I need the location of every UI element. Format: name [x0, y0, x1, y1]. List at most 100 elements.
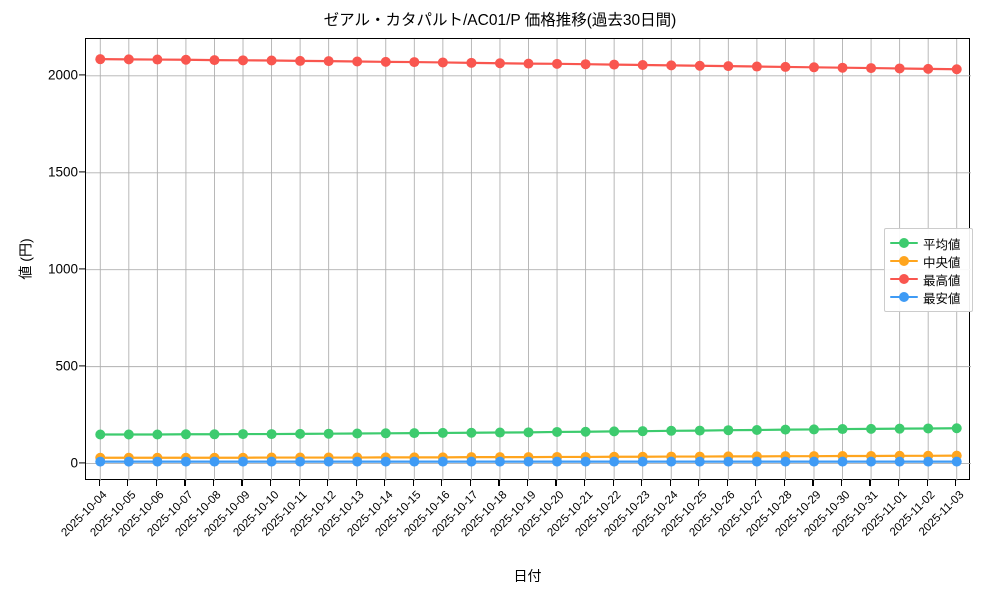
y-tick-mark: [79, 74, 85, 76]
data-point: [923, 423, 934, 434]
data-point: [437, 427, 448, 438]
data-point: [523, 58, 534, 69]
x-tick-mark: [840, 480, 843, 486]
legend-label: 平均値: [923, 237, 961, 252]
data-point: [780, 61, 791, 72]
x-tick-mark: [726, 480, 728, 486]
data-point: [637, 59, 648, 70]
data-point: [694, 60, 705, 71]
data-point: [552, 456, 563, 467]
data-point: [808, 456, 819, 467]
data-point: [837, 456, 848, 467]
data-point: [837, 62, 848, 73]
data-point: [95, 456, 106, 467]
data-point: [523, 456, 534, 467]
data-point: [152, 54, 163, 65]
x-axis-label: 日付: [513, 568, 542, 584]
data-point: [552, 58, 563, 69]
data-point: [323, 456, 334, 467]
data-point: [466, 427, 477, 438]
x-tick-mark: [155, 480, 157, 486]
data-point: [380, 56, 391, 67]
data-point: [666, 425, 677, 436]
x-tick-mark: [127, 480, 129, 486]
series-平均値: [95, 423, 962, 440]
legend-label: 最高値: [923, 273, 961, 288]
data-point: [209, 55, 220, 66]
data-point: [951, 456, 962, 467]
x-tick-mark: [241, 480, 243, 486]
x-tick-mark: [355, 480, 357, 486]
data-point: [894, 456, 905, 467]
x-tick-mark: [555, 480, 557, 486]
data-point: [580, 456, 591, 467]
x-tick-mark: [698, 480, 700, 486]
x-axis-ticks: 2025-10-04 2025-10-05 2025-10-06 2025-10-07…: [60, 480, 970, 590]
data-point: [238, 429, 249, 440]
data-point: [209, 456, 220, 467]
data-point: [609, 426, 620, 437]
x-tick-mark: [212, 480, 215, 486]
data-point: [266, 429, 277, 440]
data-point: [523, 427, 534, 438]
data-point: [266, 456, 277, 467]
data-point: [666, 456, 677, 467]
x-tick-mark: [498, 480, 500, 486]
data-point: [637, 456, 648, 467]
x-tick-mark: [384, 480, 386, 486]
x-tick-mark: [98, 480, 100, 486]
plot-canvas: [86, 39, 971, 481]
data-point: [723, 425, 734, 436]
data-point: [637, 426, 648, 437]
legend-label: 最安値: [923, 291, 961, 306]
data-point: [808, 62, 819, 73]
data-point: [209, 429, 220, 440]
data-point: [437, 456, 448, 467]
data-point: [694, 425, 705, 436]
data-point: [295, 55, 306, 66]
x-tick-mark: [298, 480, 300, 486]
legend-item-中央値[interactable]: 中央値: [889, 252, 967, 270]
series-最高値: [95, 54, 962, 75]
data-point: [751, 61, 762, 72]
chart-title: ゼアル・カタパルト/AC01/P 価格推移(過去30日間): [323, 12, 677, 29]
legend-marker-icon: [889, 290, 919, 304]
data-point: [352, 56, 363, 67]
legend-item-平均値[interactable]: 平均値: [889, 234, 967, 252]
data-point: [894, 63, 905, 74]
y-tick-label: 0: [70, 455, 78, 471]
legend-item-最高値[interactable]: 最高値: [889, 270, 967, 288]
data-point: [95, 54, 106, 65]
data-point: [466, 57, 477, 68]
data-point: [866, 456, 877, 467]
data-point: [323, 56, 334, 67]
data-point: [552, 426, 563, 437]
data-point: [494, 427, 505, 438]
data-point: [266, 55, 277, 66]
x-tick-mark: [755, 480, 757, 486]
data-point: [866, 63, 877, 74]
y-tick-mark: [79, 365, 85, 367]
data-point: [609, 59, 620, 70]
data-point: [123, 54, 134, 65]
x-tick-mark: [869, 480, 871, 486]
y-tick-label: 1000: [47, 261, 78, 277]
data-point: [238, 55, 249, 66]
data-point: [323, 428, 334, 439]
data-point: [609, 456, 620, 467]
x-tick-mark: [441, 480, 443, 486]
y-axis-ticks: 0 500 1000 1500 2000: [0, 38, 85, 480]
x-tick-mark: [783, 480, 786, 486]
data-point: [295, 456, 306, 467]
data-point: [123, 456, 134, 467]
legend-item-最安値[interactable]: 最安値: [889, 288, 967, 306]
data-point: [808, 424, 819, 435]
data-point: [180, 54, 191, 65]
chart-legend[interactable]: 平均値 中央値最高値最安値: [884, 228, 973, 312]
y-tick-mark: [79, 461, 85, 464]
data-point: [780, 456, 791, 467]
data-point: [380, 428, 391, 439]
data-point: [494, 58, 505, 69]
data-point: [352, 428, 363, 439]
